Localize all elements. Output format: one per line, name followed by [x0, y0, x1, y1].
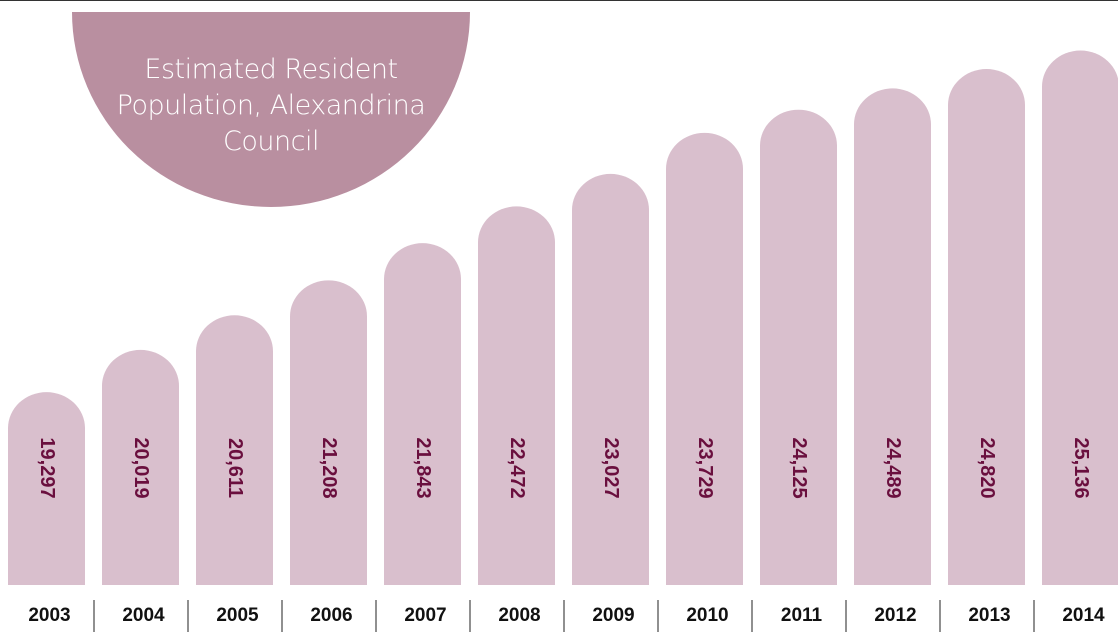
value-label: 25,136: [1070, 437, 1092, 498]
value-label: 24,820: [976, 437, 998, 498]
bar: [666, 132, 743, 585]
bar: [572, 173, 649, 585]
title-badge: [72, 12, 470, 207]
bar: [760, 109, 837, 585]
x-tick-label: 2013: [968, 605, 1010, 626]
bar: [384, 243, 461, 586]
value-label: 21,843: [412, 437, 434, 498]
value-label: 23,027: [600, 437, 622, 498]
value-label: 19,297: [36, 437, 58, 498]
x-tick-label: 2014: [1062, 605, 1105, 626]
value-label: 24,489: [882, 437, 904, 498]
value-label: 24,125: [788, 437, 810, 498]
x-tick-label: 2006: [310, 605, 352, 626]
bar: [102, 349, 179, 585]
value-label: 23,729: [694, 437, 716, 498]
value-label: 21,208: [318, 437, 340, 498]
x-tick-label: 2005: [216, 605, 259, 626]
bar: [8, 392, 85, 585]
bar: [1042, 50, 1118, 585]
x-tick-label: 2011: [781, 605, 823, 626]
x-tick-label: 2009: [592, 605, 634, 626]
bar: [854, 88, 931, 586]
x-tick-label: 2010: [686, 605, 728, 626]
x-tick-label: 2004: [122, 605, 165, 626]
x-tick-label: 2003: [28, 605, 70, 626]
value-label: 20,611: [224, 438, 246, 498]
bar: [196, 315, 273, 585]
bar: [290, 280, 367, 585]
bar: [478, 206, 555, 586]
value-label: 22,472: [506, 437, 528, 498]
bar: [948, 69, 1025, 585]
chart-title: Estimated Resident Population, Alexandri…: [116, 54, 426, 157]
x-tick-label: 2012: [874, 605, 916, 626]
x-tick-label: 2007: [404, 605, 446, 626]
x-tick-label: 2008: [498, 605, 540, 626]
value-label: 20,019: [130, 437, 152, 498]
